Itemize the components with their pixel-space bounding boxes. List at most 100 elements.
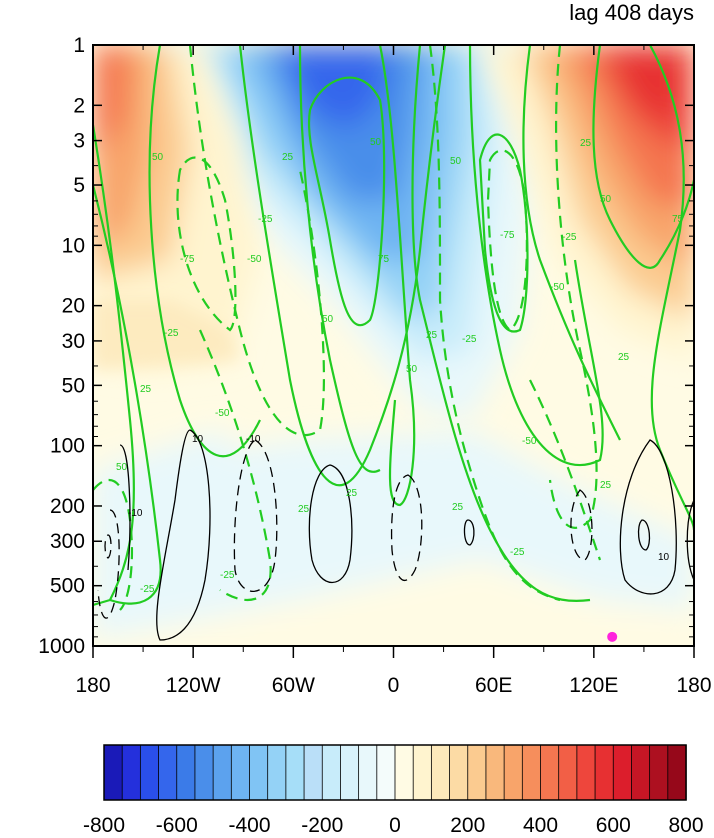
green-contour-dashed: [548, 45, 598, 529]
x-tick-label: 120E: [569, 674, 618, 697]
contour-label: 25: [600, 480, 612, 491]
colorbar-cell: [194, 744, 214, 801]
colorbar-frame: [103, 744, 687, 801]
contour-label: 50: [406, 364, 418, 375]
x-tick-label: 120W: [166, 674, 221, 697]
y-tick-label: 20: [62, 295, 85, 318]
y-axis: 1 2 3 5 10 20 30 50 100 200 300 500 1000: [38, 34, 694, 658]
contour-label: 25: [580, 138, 592, 149]
green-contour: [378, 45, 416, 507]
colorbar-tick-label: -400: [228, 814, 270, 837]
contour-label: -50: [215, 408, 230, 419]
x-tick-label: 60W: [272, 674, 315, 697]
contour-label: 25: [282, 152, 294, 163]
colorbar-cell: [376, 744, 396, 801]
colorbar-cell: [540, 744, 560, 801]
contour-label: 25: [618, 352, 630, 363]
contour-label: -10: [246, 434, 261, 445]
y-tick-label: 5: [73, 174, 85, 197]
colorbar-cell: [121, 744, 142, 801]
green-contour: [649, 45, 694, 531]
colorbar-cell: [176, 744, 196, 801]
black-contour: [637, 519, 651, 551]
colorbar-cell: [558, 744, 578, 801]
contour-label: 50: [152, 152, 164, 163]
colorbar-cell: [230, 744, 251, 801]
colorbar-cell: [631, 744, 651, 801]
y-tick-label: 3: [73, 130, 85, 153]
contour-label: 25: [452, 502, 464, 513]
y-tick-label: 300: [50, 530, 85, 553]
colorbar-cell: [212, 744, 233, 801]
contour-label: -50: [247, 254, 262, 265]
contour-label: -10: [128, 508, 143, 519]
y-tick-label: 2: [73, 94, 85, 117]
y-tick-label: 500: [50, 575, 85, 598]
colorbar-cell: [139, 744, 160, 801]
contour-label: -75: [500, 230, 515, 241]
contour-label: -50: [550, 282, 565, 293]
contour-label: -25: [220, 570, 235, 581]
colorbar-cell: [249, 744, 269, 801]
contour-label: -75: [180, 254, 195, 265]
colorbar: -800 -600 -400 -200 0 200 400 600 800: [83, 744, 704, 837]
colorbar-cell: [267, 744, 287, 801]
black-contours-dashed: [97, 439, 593, 619]
green-contour: [93, 184, 162, 605]
contour-label: -50: [522, 436, 537, 447]
x-tick-label: 180: [75, 674, 110, 697]
black-contour: [619, 439, 677, 595]
green-contour: [468, 45, 604, 467]
colorbar-tick-label: 400: [523, 814, 558, 837]
colorbar-tick-label: -800: [83, 814, 125, 837]
colorbar-cell: [321, 744, 342, 801]
black-contour: [119, 444, 131, 571]
contour-label: 25: [140, 384, 152, 395]
contour-label: -25: [140, 584, 155, 595]
x-tick-label: 180: [676, 674, 711, 697]
black-contour-dashed: [104, 534, 112, 559]
colorbar-cell: [103, 744, 123, 801]
contour-label: -25: [164, 328, 179, 339]
green-contour: [298, 45, 381, 473]
green-contour-dashed: [428, 45, 561, 602]
y-tick-label: 200: [50, 495, 85, 518]
y-tick-label: 50: [62, 374, 85, 397]
contour-labels: 50 -75 -25 25 50 -25 -50 -25 -50 -25 25 …: [116, 137, 684, 595]
green-contour-dashed: [198, 329, 272, 602]
green-contour: [93, 124, 136, 607]
colorbar-cell: [667, 744, 687, 801]
green-contours: [93, 45, 694, 607]
contour-label: -25: [510, 547, 525, 558]
contour-label: 50: [116, 462, 128, 473]
colorbar-tick-label: 200: [450, 814, 485, 837]
colorbar-cell: [503, 744, 524, 801]
y-tick-label: 1000: [38, 635, 85, 658]
colorbar-cell: [412, 744, 433, 801]
contour-label: -25: [562, 232, 577, 243]
y-tick-label: 30: [62, 330, 85, 353]
contour-label: 25: [426, 330, 438, 341]
contour-label: 25: [298, 504, 310, 515]
y-tick-label: 100: [50, 435, 85, 458]
colorbar-cell: [430, 744, 451, 801]
colorbar-cell: [612, 744, 633, 801]
green-contour: [522, 45, 621, 441]
contour-label: 75: [672, 214, 684, 225]
colorbar-cell: [358, 744, 378, 801]
black-contour-dashed: [97, 509, 120, 619]
black-contour: [308, 464, 353, 584]
colorbar-cell: [521, 744, 542, 801]
black-contour: [156, 429, 211, 641]
black-contour: [463, 519, 475, 546]
x-tick-label: 60E: [475, 674, 512, 697]
colorbar-cell: [285, 744, 305, 801]
green-contour: [411, 45, 591, 602]
contour-label: 25: [346, 488, 358, 499]
green-contour: [307, 76, 386, 327]
green-contour-dashed: [486, 149, 528, 332]
colorbar-cell: [467, 744, 487, 801]
contour-label: 10: [192, 434, 204, 445]
colorbar-cell: [576, 744, 596, 801]
